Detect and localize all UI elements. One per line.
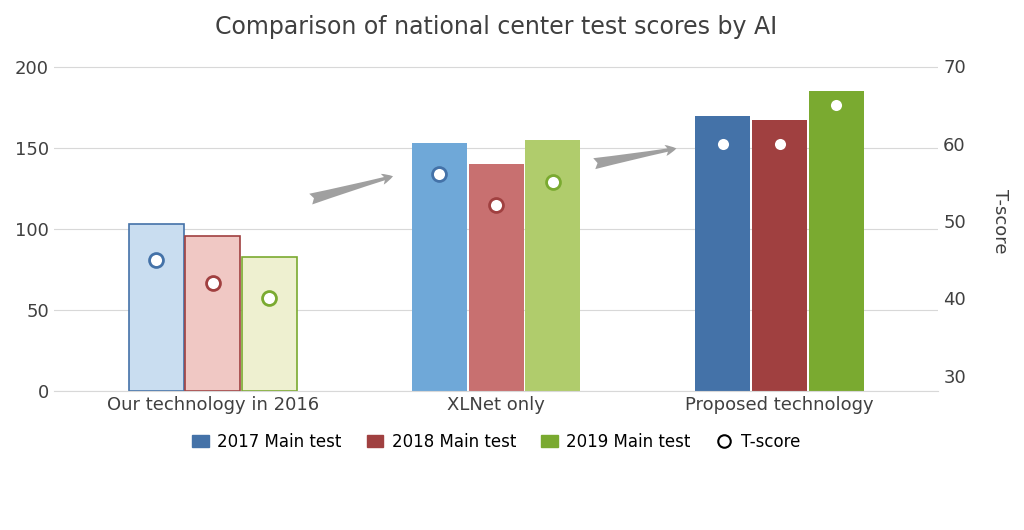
Bar [809,91,864,391]
Title: Comparison of national center test scores by AI: Comparison of national center test score… [215,15,777,39]
Bar [695,116,751,391]
Bar [412,143,467,391]
Bar [469,164,523,391]
Bar [185,235,241,391]
Y-axis label: T-score: T-score [991,189,1009,253]
Bar [753,120,807,391]
Bar [525,140,581,391]
Bar [242,257,297,391]
Bar [129,224,183,391]
Legend: 2017 Main test, 2018 Main test, 2019 Main test, T-score: 2017 Main test, 2018 Main test, 2019 Mai… [185,427,807,458]
